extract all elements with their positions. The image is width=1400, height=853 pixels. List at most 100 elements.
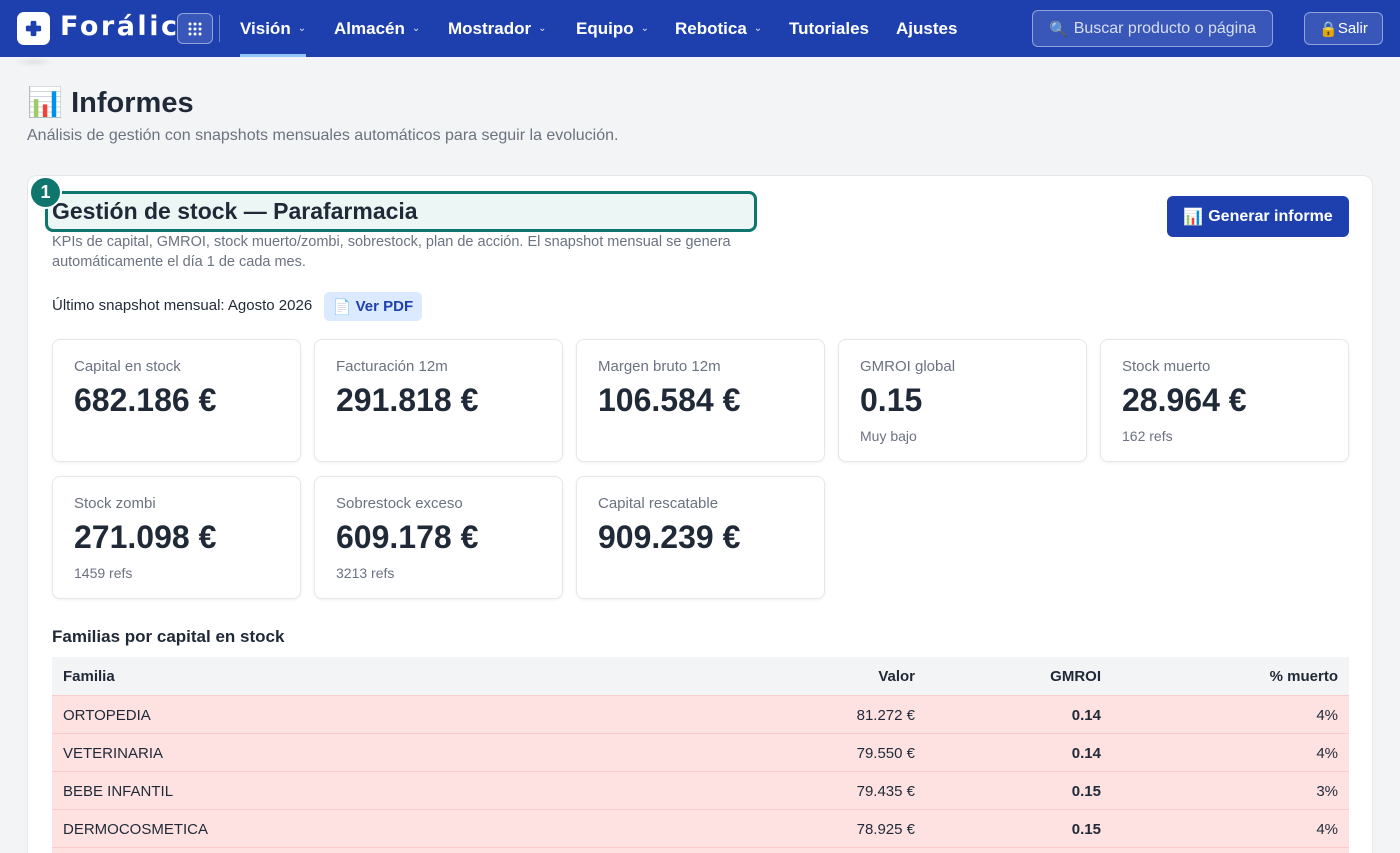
nav-label: Mostrador — [448, 18, 532, 38]
nav-item-vision[interactable]: Visión ⌄ — [240, 0, 307, 57]
chevron-down-icon: ⌄ — [297, 23, 307, 34]
kpi-label: Margen bruto 12m — [598, 358, 721, 375]
cell-familia: DERMOCOSMETICA — [63, 820, 209, 838]
grid-icon — [188, 22, 202, 35]
lock-icon: 🔒 — [1319, 20, 1338, 38]
nav-item-rebotica[interactable]: Rebotica ⌄ — [675, 0, 762, 57]
search-input[interactable]: 🔍 Buscar producto o página — [1032, 10, 1273, 47]
cell-muerto: 4% — [1316, 820, 1338, 838]
table-row[interactable]: VETERINARIA 79.550 € 0.14 4% — [52, 733, 1349, 771]
kpi-card-stock-muerto: Stock muerto 28.964 € 162 refs — [1100, 339, 1349, 462]
column-header-gmroi[interactable]: GMROI — [1050, 667, 1101, 685]
cell-gmroi: 0.15 — [1071, 820, 1101, 838]
cell-gmroi: 0.15 — [1071, 782, 1101, 800]
nav-label: Ajustes — [896, 18, 958, 38]
cell-valor: 78.925 € — [856, 820, 915, 838]
nav-divider — [219, 15, 220, 42]
title-highlight — [45, 191, 757, 232]
search-icon: 🔍 — [1049, 20, 1068, 38]
kpi-sub: Muy bajo — [860, 428, 917, 444]
decorative-shadow — [14, 57, 54, 67]
kpi-value: 291.818 € — [336, 382, 479, 418]
kpi-label: GMROI global — [860, 358, 956, 375]
kpi-card-capital-rescatable: Capital rescatable 909.239 € — [576, 476, 825, 599]
cell-familia: VETERINARIA — [63, 744, 164, 762]
table-row[interactable]: BEBE INFANTIL 79.435 € 0.15 3% — [52, 771, 1349, 809]
column-header-valor[interactable]: Valor — [878, 667, 915, 685]
cell-muerto: 4% — [1316, 744, 1338, 762]
top-navbar: Forálic Visión ⌄ Almacén ⌄ Mostrador ⌄ Equi… — [0, 0, 1400, 57]
chevron-down-icon: ⌄ — [411, 23, 421, 34]
kpi-value: 682.186 € — [74, 382, 217, 418]
view-pdf-label: Ver PDF — [355, 298, 414, 315]
logout-button[interactable]: 🔒 Salir — [1304, 12, 1383, 45]
kpi-label: Stock zombi — [74, 495, 156, 512]
kpi-card-sobrestock: Sobrestock exceso 609.178 € 3213 refs — [314, 476, 563, 599]
report-title: Gestión de stock — Parafarmacia — [52, 198, 418, 224]
nav-label: Equipo — [576, 18, 634, 38]
medical-cross-icon — [25, 20, 42, 37]
kpi-card-gmroi: GMROI global 0.15 Muy bajo — [838, 339, 1087, 462]
search-placeholder: Buscar producto o página — [1073, 19, 1257, 37]
table-header-row: Familia Valor GMROI % muerto — [52, 657, 1349, 695]
nav-item-mostrador[interactable]: Mostrador ⌄ — [448, 0, 547, 57]
last-snapshot-text: Último snapshot mensual: Agosto 2026 — [52, 297, 313, 314]
generate-report-label: Generar informe — [1208, 207, 1333, 225]
apps-grid-button[interactable] — [177, 13, 213, 44]
cell-familia: BEBE INFANTIL — [63, 782, 174, 800]
bar-chart-icon: 📊 — [1183, 208, 1204, 226]
kpi-label: Capital rescatable — [598, 495, 719, 512]
kpi-value: 609.178 € — [336, 519, 479, 555]
nav-item-ajustes[interactable]: Ajustes — [896, 0, 957, 57]
cell-muerto: 3% — [1316, 782, 1338, 800]
chevron-down-icon: ⌄ — [640, 23, 649, 34]
page-title: 📊 Informes — [27, 86, 194, 120]
families-table: Familia Valor GMROI % muerto ORTOPEDIA 8… — [52, 657, 1349, 853]
kpi-card-stock-zombi: Stock zombi 271.098 € 1459 refs — [52, 476, 301, 599]
kpi-label: Capital en stock — [74, 358, 181, 375]
kpi-value: 909.239 € — [598, 519, 741, 555]
column-header-muerto[interactable]: % muerto — [1269, 667, 1338, 685]
kpi-sub: 1459 refs — [74, 565, 133, 581]
kpi-label: Stock muerto — [1122, 358, 1211, 375]
kpi-value: 106.584 € — [598, 382, 741, 418]
kpi-value: 28.964 € — [1122, 382, 1247, 418]
logout-label: Salir — [1337, 20, 1368, 37]
nav-label: Rebotica — [675, 18, 747, 38]
cell-valor: 79.550 € — [856, 744, 915, 762]
logo[interactable] — [17, 12, 50, 45]
generate-report-button[interactable]: 📊 Generar informe — [1167, 196, 1349, 237]
nav-item-equipo[interactable]: Equipo ⌄ — [576, 0, 649, 57]
cell-valor: 81.272 € — [856, 706, 915, 724]
kpi-card-facturacion: Facturación 12m 291.818 € — [314, 339, 563, 462]
table-row-partial — [52, 847, 1349, 853]
step-badge: 1 — [29, 176, 62, 209]
nav-label: Almacén — [334, 18, 405, 38]
kpi-label: Facturación 12m — [336, 358, 448, 375]
nav-label: Tutoriales — [789, 18, 869, 38]
kpi-card-capital: Capital en stock 682.186 € — [52, 339, 301, 462]
nav-item-almacen[interactable]: Almacén ⌄ — [334, 0, 420, 57]
kpi-sub: 3213 refs — [336, 565, 395, 581]
table-row[interactable]: DERMOCOSMETICA 78.925 € 0.15 4% — [52, 809, 1349, 847]
table-row[interactable]: ORTOPEDIA 81.272 € 0.14 4% — [52, 695, 1349, 733]
column-header-familia[interactable]: Familia — [63, 667, 115, 685]
cell-familia: ORTOPEDIA — [63, 706, 151, 724]
kpi-value: 271.098 € — [74, 519, 217, 555]
cell-gmroi: 0.14 — [1071, 744, 1101, 762]
chevron-down-icon: ⌄ — [538, 23, 547, 34]
kpi-card-margen: Margen bruto 12m 106.584 € — [576, 339, 825, 462]
page-title-text: Informes — [71, 86, 194, 119]
nav-item-tutoriales[interactable]: Tutoriales — [789, 0, 869, 57]
view-pdf-button[interactable]: 📄 Ver PDF — [324, 292, 422, 321]
cell-muerto: 4% — [1316, 706, 1338, 724]
chevron-down-icon: ⌄ — [753, 23, 763, 34]
report-description: KPIs de capital, GMROI, stock muerto/zom… — [52, 234, 731, 270]
table-title: Familias por capital en stock — [52, 627, 285, 646]
nav-label: Visión — [240, 18, 291, 38]
kpi-value: 0.15 — [860, 382, 923, 418]
cell-gmroi: 0.14 — [1071, 706, 1101, 724]
bar-chart-icon: 📊 — [27, 87, 64, 119]
kpi-label: Sobrestock exceso — [336, 495, 463, 512]
kpi-sub: 162 refs — [1122, 428, 1173, 444]
